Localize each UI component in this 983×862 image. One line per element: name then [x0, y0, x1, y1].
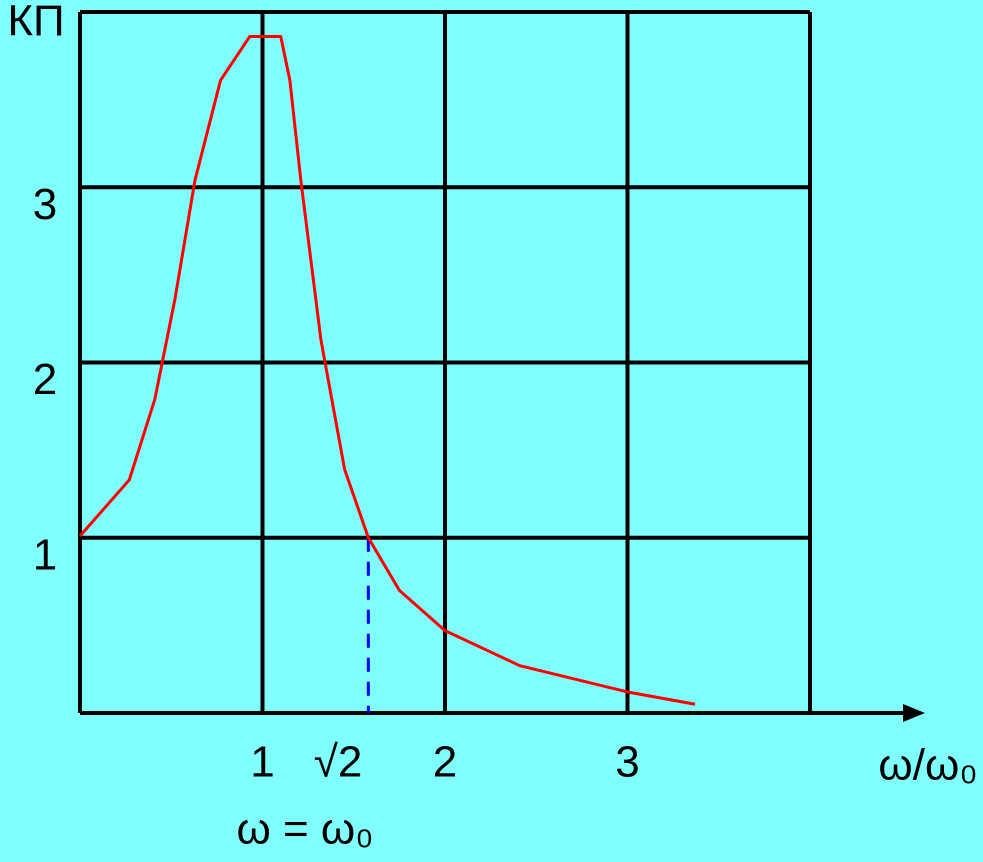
x-tick-label: 2	[433, 738, 457, 787]
x-axis-arrow	[903, 704, 925, 722]
annotation: ω = ω₀	[236, 805, 373, 854]
y-tick-label: 3	[33, 180, 57, 229]
y-tick-label: 2	[33, 355, 57, 404]
y-axis-label: КП	[7, 0, 64, 46]
x-tick-label: √2	[314, 738, 363, 787]
x-tick-label: 1	[250, 738, 274, 787]
x-tick-label: 3	[615, 738, 639, 787]
x-axis-label: ω/ω₀	[878, 741, 977, 790]
y-tick-label: 1	[33, 530, 57, 579]
curve	[78, 35, 696, 706]
